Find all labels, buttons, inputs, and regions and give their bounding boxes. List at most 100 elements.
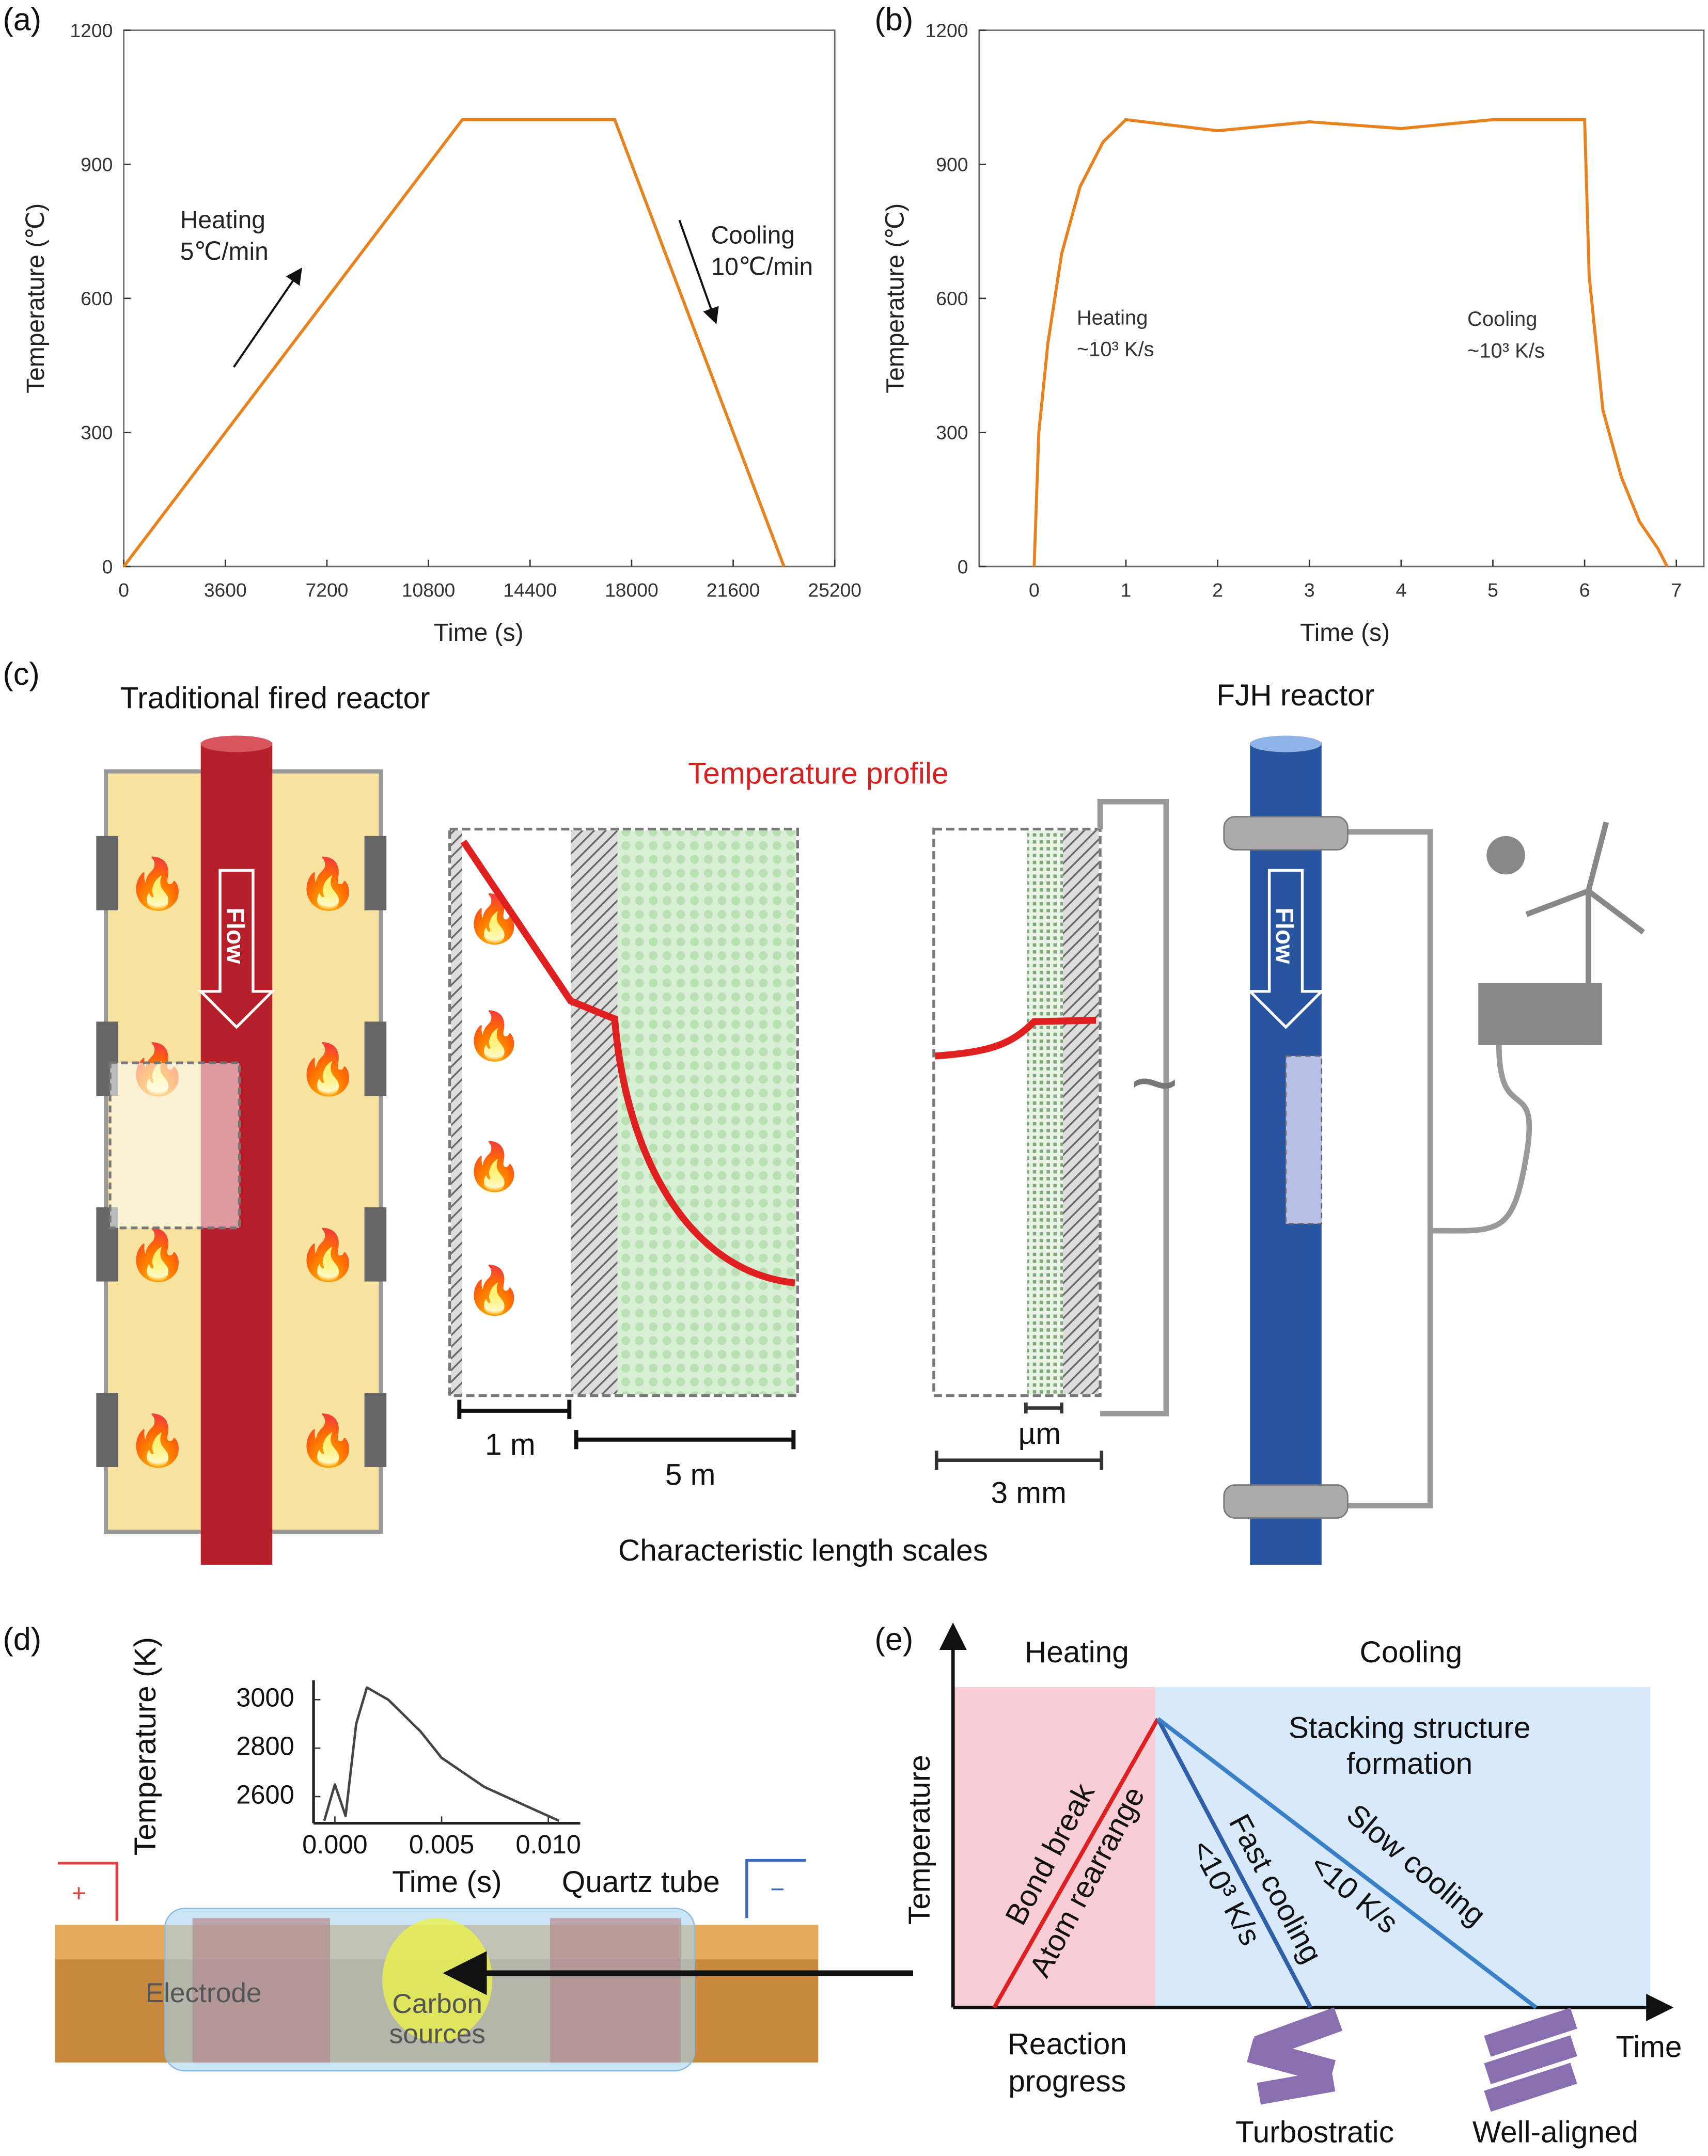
x-tick-label: 2 — [1212, 579, 1223, 601]
burner-mounts — [96, 836, 387, 1468]
electrode-label: Electrode — [146, 1978, 262, 2008]
well-aligned-label: Well-aligned — [1472, 2115, 1638, 2149]
fjh-temperature-curve — [935, 1017, 1096, 1060]
y-tick-label: 600 — [936, 288, 968, 309]
negative-lead — [745, 1859, 806, 1918]
x-tick-label: 7 — [1671, 579, 1682, 601]
series-line — [1032, 118, 1669, 568]
positive-lead — [57, 1862, 118, 1921]
svg-text:🔥: 🔥 — [465, 1140, 523, 1193]
data-point — [784, 566, 785, 567]
svg-text:🔥: 🔥 — [297, 1412, 358, 1468]
well-aligned-structure-icon — [1484, 2007, 1577, 2112]
x-tick-label: 7200 — [305, 579, 348, 601]
x-axis-label: Time (s) — [1300, 619, 1390, 647]
y-tick-label: 0 — [102, 556, 113, 577]
y-tick-label: 3000 — [236, 1683, 294, 1712]
reaction-progress-2: progress — [1008, 2065, 1126, 2098]
wind-turbine-icon — [1525, 821, 1646, 1045]
svg-text:🔥: 🔥 — [465, 1009, 523, 1062]
svg-text:🔥: 🔥 — [127, 856, 188, 911]
scale-1m: 1 m — [485, 1428, 536, 1461]
electrode-plug-left — [192, 1918, 331, 2063]
electrode-clamp-top — [1223, 816, 1349, 851]
outer-wall — [451, 830, 462, 1394]
reaction-progress-1: Reaction — [1008, 2027, 1127, 2061]
series-line — [122, 118, 786, 568]
chart-b: 0 1 2 3 4 5 6 7 0 300 600 900 1200 Time (s) Temperat… — [882, 20, 1705, 647]
panel-label-b: (b) — [874, 2, 913, 37]
scale-bars — [934, 1402, 1104, 1470]
annotation-cooling: Cooling — [711, 222, 795, 249]
panel-label-d: (d) — [3, 1622, 41, 1657]
temperature-profile-curve — [460, 839, 795, 1286]
traditional-reactor-title: Traditional fired reactor — [120, 681, 430, 715]
turbostratic-structure-icon — [1247, 2007, 1343, 2105]
annotation-heating: Heating — [180, 207, 265, 234]
y-tick-label: 900 — [81, 153, 113, 175]
y-axis-label: Temperature (℃) — [882, 203, 909, 394]
carbon-label-2: sources — [389, 2019, 485, 2050]
e-x-label: Time — [1616, 2030, 1682, 2064]
fjh-reactor-title: FJH reactor — [1216, 679, 1374, 712]
svg-text:🔥: 🔥 — [127, 1227, 188, 1283]
slow-cooling-line — [1156, 1717, 1538, 2009]
flow-label: Flow — [221, 907, 248, 964]
panel-c: Traditional fired reactor FJH reactor Te… — [96, 679, 1646, 1567]
zoom-region — [1285, 1055, 1323, 1225]
scale-3mm: 3 mm — [991, 1476, 1066, 1509]
x-tick-label: 6 — [1579, 579, 1590, 601]
x-tick-label: 3600 — [204, 579, 247, 601]
annotation-cooling-rate: ~10³ K/s — [1467, 339, 1545, 362]
heating-line — [992, 1718, 1160, 2009]
plot-frame — [123, 29, 836, 568]
scale-um: µm — [1018, 1417, 1061, 1451]
annotation-heating-rate: 5℃/min — [180, 238, 269, 265]
y-tick-label: 600 — [81, 288, 113, 309]
scale-bars — [457, 1399, 796, 1450]
svg-text:🔥: 🔥 — [465, 1263, 523, 1316]
x-tick-label: 14400 — [503, 579, 557, 601]
flow-arrow-icon — [197, 869, 276, 1029]
turbostratic-label: Turbostratic — [1235, 2115, 1394, 2149]
y-tick-label: 900 — [936, 153, 968, 175]
electrode-plug-right — [550, 1918, 681, 2063]
tube-wall — [570, 830, 618, 1394]
minus-sign: − — [770, 1876, 785, 1903]
x-axis-label: Time (s) — [434, 619, 524, 647]
scale-5m: 5 m — [665, 1458, 716, 1492]
x-tick-label: 10800 — [402, 579, 456, 601]
catalyst-bed — [617, 830, 796, 1394]
quartz-tube-label: Quartz tube — [562, 1865, 720, 1899]
sun-icon — [1486, 836, 1525, 875]
heating-region — [953, 1687, 1155, 2008]
panel-d: 0.000 0.005 0.010 2600 2800 3000 Temperature … — [55, 1637, 913, 2072]
panel-label-e: (e) — [874, 1622, 913, 1657]
plus-sign: + — [71, 1880, 86, 1907]
temperature-profile-title: Temperature profile — [688, 757, 949, 791]
svg-text:🔥: 🔥 — [297, 1227, 358, 1283]
stacking-line-2: formation — [1346, 1747, 1472, 1781]
svg-text:🔥: 🔥 — [297, 856, 358, 911]
x-tick-label: 0 — [118, 579, 129, 601]
y-tick-label: 2800 — [236, 1731, 294, 1760]
panel-e: Heating Cooling Stacking structure forma… — [903, 1622, 1682, 2149]
data-point — [1621, 477, 1622, 478]
power-plant-icon — [1478, 983, 1602, 1045]
data-point — [1667, 566, 1668, 567]
cooling-region — [1155, 1687, 1651, 2008]
tube-top — [1250, 735, 1322, 752]
y-tick-label: 1200 — [926, 20, 968, 41]
zoom-region — [108, 1061, 241, 1230]
x-tick-label: 25200 — [808, 579, 861, 601]
heating-arrow — [233, 267, 302, 368]
electrode-clamp-bottom — [1223, 1484, 1349, 1519]
y-tick-label: 1200 — [70, 20, 113, 41]
heating-header: Heating — [1025, 1635, 1129, 1669]
series-line — [323, 1686, 560, 1822]
annotation-cooling: Cooling — [1467, 308, 1537, 331]
e-y-label: Temperature — [903, 1755, 936, 1925]
tube-top — [200, 735, 273, 752]
y-tick-label: 0 — [958, 556, 968, 577]
